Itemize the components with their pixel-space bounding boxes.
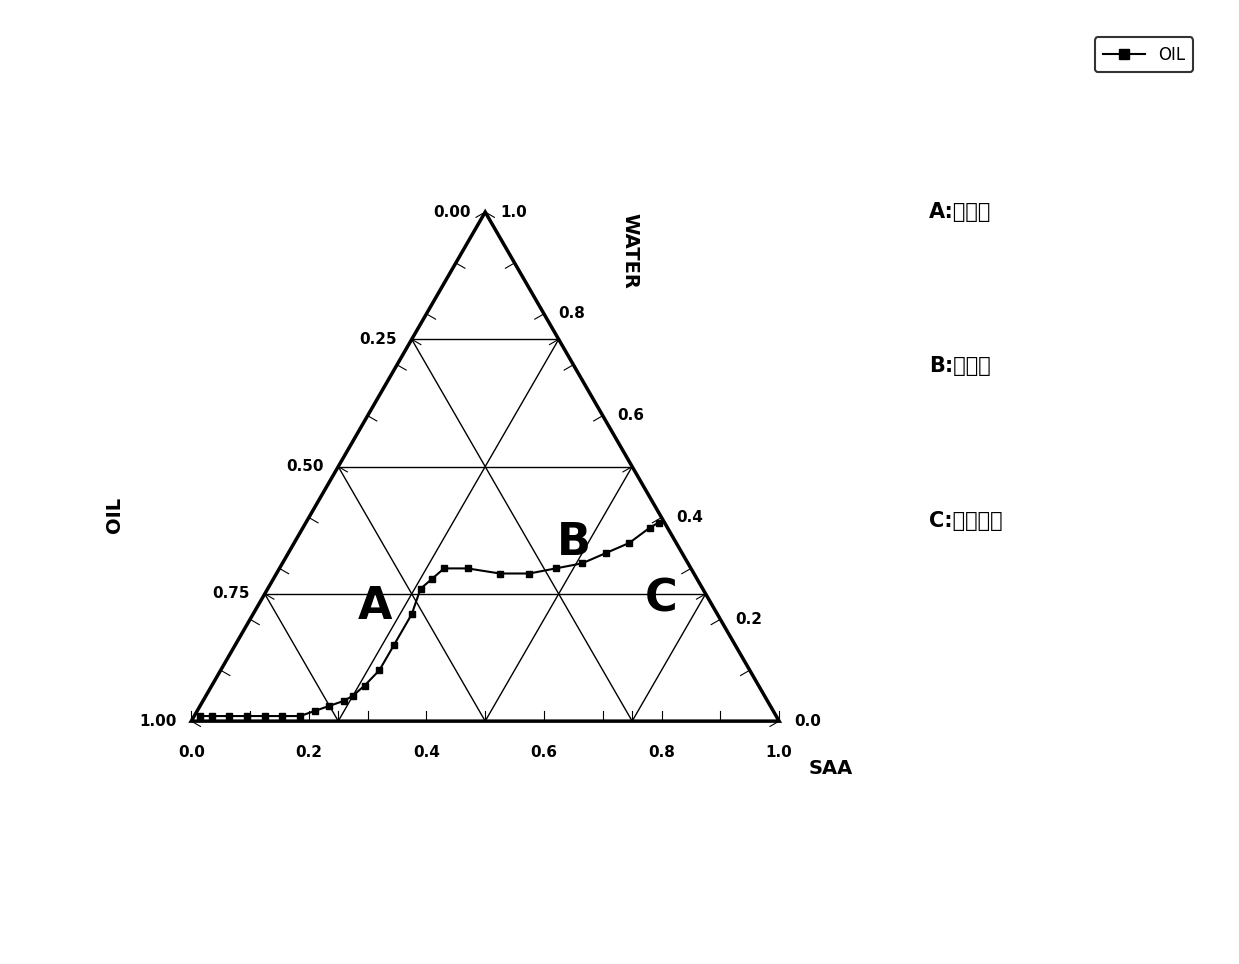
Text: 1.0: 1.0 bbox=[499, 204, 527, 220]
Text: B: B bbox=[556, 522, 590, 565]
Text: 0.4: 0.4 bbox=[413, 744, 440, 760]
Text: 0.0: 0.0 bbox=[794, 713, 820, 729]
Text: 0.50: 0.50 bbox=[286, 459, 323, 474]
Text: 0.0: 0.0 bbox=[178, 744, 204, 760]
Text: 1.00: 1.00 bbox=[139, 713, 177, 729]
Text: C: C bbox=[646, 577, 678, 621]
Text: A:乳剂区: A:乳剂区 bbox=[929, 202, 991, 222]
Text: 0.8: 0.8 bbox=[648, 744, 675, 760]
Text: OIL: OIL bbox=[105, 497, 124, 533]
Text: 0.6: 0.6 bbox=[530, 744, 558, 760]
Text: B:微乳区: B:微乳区 bbox=[929, 357, 991, 376]
Text: A: A bbox=[358, 585, 393, 629]
Text: SAA: SAA bbox=[809, 759, 852, 778]
Text: 0.8: 0.8 bbox=[559, 307, 586, 321]
Text: 0.2: 0.2 bbox=[735, 612, 762, 627]
Text: 1.0: 1.0 bbox=[766, 744, 793, 760]
Text: 0.25: 0.25 bbox=[359, 332, 396, 347]
Text: 0.2: 0.2 bbox=[295, 744, 322, 760]
Legend: OIL: OIL bbox=[1095, 38, 1193, 72]
Text: 0.75: 0.75 bbox=[213, 586, 250, 602]
Text: 0.00: 0.00 bbox=[432, 204, 471, 220]
Text: 0.6: 0.6 bbox=[617, 408, 644, 423]
Text: WATER: WATER bbox=[621, 213, 639, 289]
Text: C:自微乳区: C:自微乳区 bbox=[929, 511, 1002, 530]
Text: 0.4: 0.4 bbox=[676, 510, 703, 525]
